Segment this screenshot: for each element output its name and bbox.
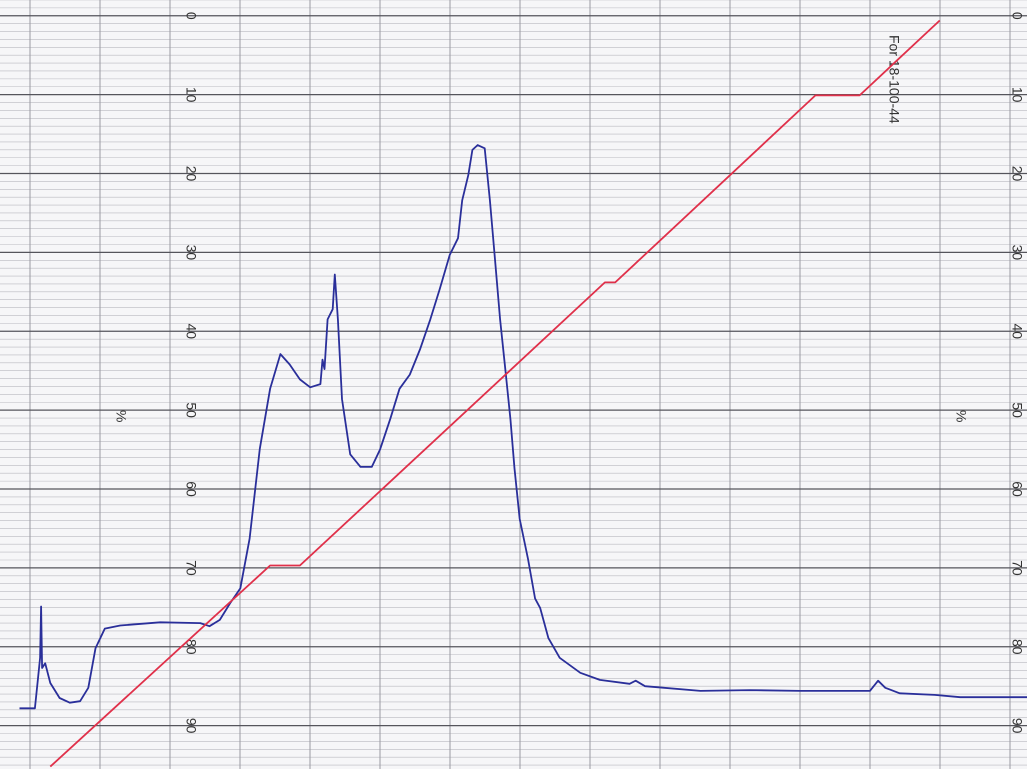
- y-tick-label: 70: [1009, 560, 1025, 576]
- y-tick-label: 10: [183, 87, 199, 103]
- y-tick-label: 70: [183, 560, 199, 576]
- trace: [20, 145, 1027, 708]
- y-tick-label: 0: [1009, 12, 1025, 20]
- y-tick-label: 80: [183, 639, 199, 655]
- y-tick-label: 60: [1009, 481, 1025, 497]
- y-tick-label: 30: [1009, 245, 1025, 261]
- y-tick-label: 30: [183, 245, 199, 261]
- chart: % % For 18-100-44 0 0 10 10 20 20 30 30 40 40 50 50…: [0, 0, 1027, 769]
- y-tick-label: 10: [1009, 87, 1025, 103]
- y-tick-label: 50: [1009, 402, 1025, 418]
- annotation: For 18-100-44: [886, 35, 902, 124]
- y-tick-label: 90: [183, 718, 199, 734]
- unit-label: %: [113, 410, 129, 422]
- y-tick-label: 40: [1009, 323, 1025, 339]
- y-tick-label: 20: [183, 166, 199, 182]
- y-tick-label: 40: [183, 323, 199, 339]
- paper-grid: [0, 0, 1027, 769]
- y-tick-label: 90: [1009, 718, 1025, 734]
- y-tick-label: 80: [1009, 639, 1025, 655]
- y-tick-label: 60: [183, 481, 199, 497]
- y-tick-label: 50: [183, 402, 199, 418]
- unit-label: %: [953, 410, 969, 422]
- y-tick-label: 0: [183, 12, 199, 20]
- y-tick-label: 20: [1009, 166, 1025, 182]
